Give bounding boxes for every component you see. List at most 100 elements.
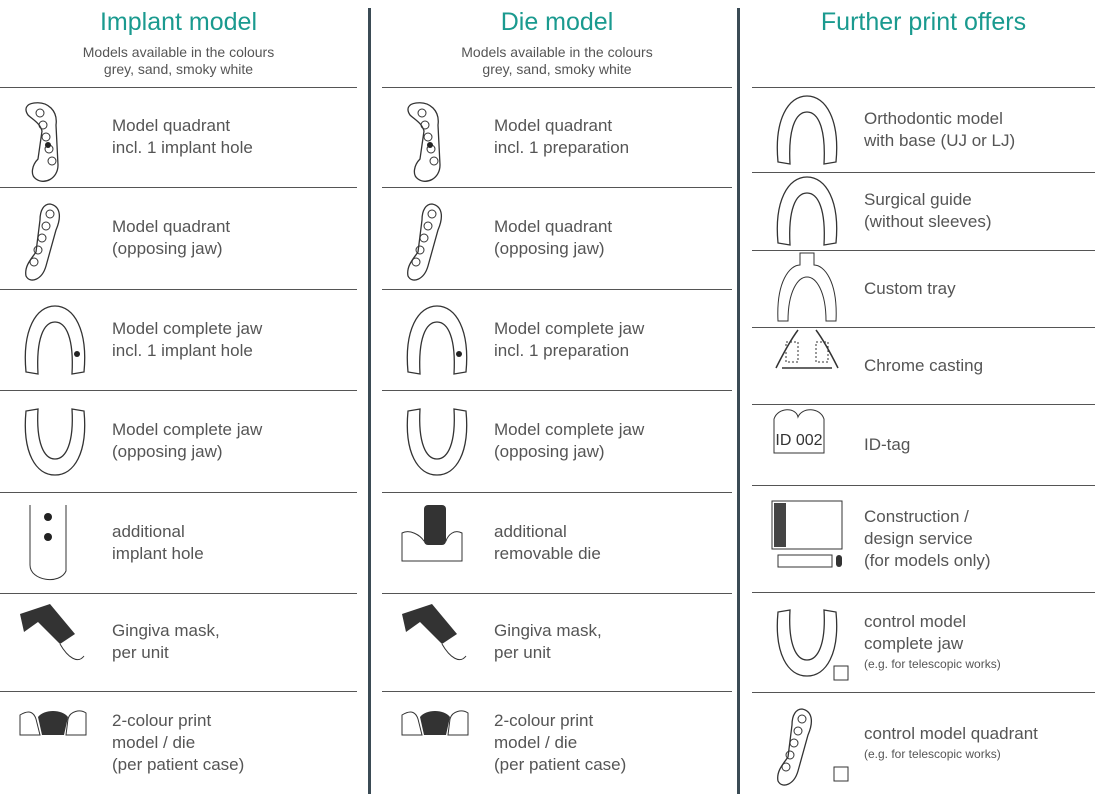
item-line: ID-tag	[864, 434, 911, 454]
column-subtitle: Models available in the colours grey, san…	[382, 44, 732, 78]
icon-tooth	[419, 233, 429, 243]
icon	[776, 94, 838, 165]
icon-outline	[777, 252, 837, 321]
item-line: incl. 1 preparation	[494, 138, 630, 157]
item-line: (opposing jaw)	[494, 442, 605, 461]
item-line: model / die	[112, 732, 196, 752]
item-text: Orthodontic model with base (UJ or LJ)	[864, 87, 1095, 172]
icon-tooth	[429, 156, 439, 166]
subtitle-line: Models available in the colours	[461, 44, 653, 60]
column-title: Further print offers	[820, 8, 1027, 36]
icon-panel	[774, 502, 786, 547]
item-line: additional	[494, 521, 567, 541]
item-line: control model quadrant	[864, 724, 1038, 743]
item-note: (e.g. for telescopic works)	[864, 747, 1001, 761]
item-text: Model quadrant incl. 1 implant hole	[112, 87, 357, 187]
icon-tooth	[37, 233, 47, 243]
icon-outline	[25, 102, 59, 182]
icon-tooth	[417, 108, 427, 118]
icon-die	[38, 710, 68, 735]
item-line: (opposing jaw)	[494, 239, 605, 258]
separator	[382, 691, 732, 692]
icon-hole	[45, 142, 51, 148]
icon-tooth	[41, 132, 51, 142]
icon-die	[420, 710, 450, 735]
separator	[0, 492, 357, 493]
separator	[382, 390, 732, 391]
item-line: per unit	[494, 643, 551, 662]
item-line: (opposing jaw)	[112, 442, 223, 461]
icon-outline	[401, 710, 469, 735]
icon	[24, 408, 86, 476]
icon	[25, 102, 59, 182]
icon-text: ID 002	[775, 432, 822, 449]
subtitle-line: grey, sand, smoky white	[103, 61, 254, 77]
icon	[776, 609, 849, 681]
icon-outline	[59, 643, 85, 660]
column-title: Die model	[500, 8, 614, 36]
item-text: Model quadrant (opposing jaw)	[112, 187, 357, 289]
item-line: incl. 1 implant hole	[112, 340, 253, 360]
icon-screen	[771, 500, 843, 549]
item-text: Model quadrant incl. 1 preparation	[494, 87, 732, 187]
icon	[776, 176, 838, 246]
icon	[19, 710, 87, 735]
separator	[0, 87, 357, 88]
item-text: Chrome casting	[864, 327, 1095, 404]
column-divider	[737, 8, 740, 794]
subtitle-line: Models available in the colours	[82, 44, 275, 60]
icon-outline	[777, 708, 813, 786]
icon-tooth	[423, 132, 433, 142]
item-text: additional implant hole	[112, 492, 357, 593]
separator	[752, 592, 1095, 593]
column-title: Implant model	[99, 8, 258, 36]
icon-tooth	[797, 714, 807, 724]
icon-hole	[44, 532, 52, 541]
item-line: Surgical guide	[864, 190, 972, 209]
item-line: Construction /	[864, 506, 969, 526]
separator	[752, 692, 1095, 693]
icon	[407, 102, 441, 182]
item-text: Model complete jaw (opposing jaw)	[112, 390, 357, 492]
icon	[402, 604, 467, 660]
icon-tooth	[45, 209, 55, 219]
column-subtitle: Models available in the colours grey, san…	[0, 44, 357, 78]
icon	[407, 203, 443, 281]
icon-hole	[456, 350, 462, 357]
separator	[752, 172, 1095, 173]
icon-outline	[24, 408, 86, 476]
item-line: (for models only)	[864, 550, 991, 570]
icon-tooth	[33, 245, 43, 255]
icon-tooth	[41, 221, 51, 231]
column-divider	[368, 8, 371, 794]
icon	[401, 710, 469, 735]
item-text: control model complete jaw (e.g. for teles…	[864, 592, 1095, 692]
icon	[401, 504, 463, 561]
icon	[777, 252, 837, 321]
icon-outline	[775, 329, 839, 369]
item-text: Model complete jaw incl. 1 preparation	[494, 289, 732, 390]
item-line: Model quadrant	[494, 217, 613, 236]
icon-outline	[776, 176, 838, 246]
icon-outline	[407, 203, 443, 281]
separator	[382, 187, 732, 188]
item-line: Model complete jaw	[494, 318, 645, 338]
item-text: Model complete jaw incl. 1 implant hole	[112, 289, 357, 390]
item-text: Model complete jaw (opposing jaw)	[494, 390, 732, 492]
item-note: (e.g. for telescopic works)	[864, 657, 1001, 671]
separator	[752, 250, 1095, 251]
icon-check	[833, 665, 849, 681]
item-line: (per patient case)	[112, 754, 245, 774]
separator	[752, 87, 1095, 88]
icon-hole	[427, 142, 433, 148]
item-line: (per patient case)	[494, 754, 627, 774]
item-text: 2-colour print model / die (per patient ca…	[494, 691, 732, 794]
item-text: Model quadrant (opposing jaw)	[494, 187, 732, 289]
separator	[0, 691, 357, 692]
separator	[752, 485, 1095, 486]
icon-check	[833, 766, 849, 782]
icon-mesh	[815, 341, 829, 362]
item-text: Surgical guide (without sleeves)	[864, 172, 1095, 250]
item-line: Model quadrant	[112, 217, 231, 236]
